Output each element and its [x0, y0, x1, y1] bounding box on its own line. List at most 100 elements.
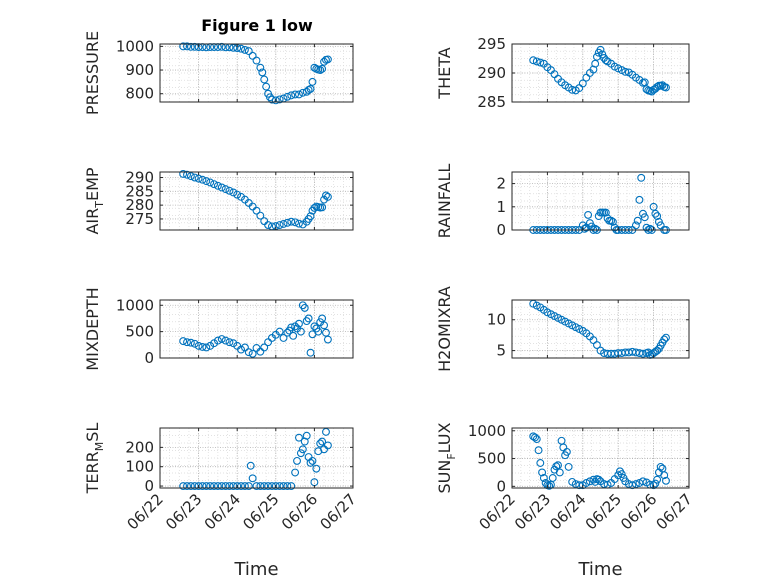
air_temp-point	[217, 183, 226, 192]
terr_msl-point	[323, 441, 332, 450]
air_temp-point	[206, 178, 215, 187]
air_temp-point	[186, 172, 195, 181]
sun_flux-point	[653, 475, 662, 484]
h2omixra-ytick-label: 5	[496, 342, 506, 360]
terr_msl-point	[264, 482, 273, 491]
pressure-point	[306, 85, 315, 93]
sun_flux-ytick-label: 500	[477, 450, 506, 468]
pressure-ylabel: PRESSURE	[83, 31, 102, 115]
terr_msl-point	[283, 482, 292, 491]
pressure-point	[320, 57, 328, 66]
rainfall-point	[607, 216, 616, 225]
rainfall-ytick-label: 1	[496, 198, 506, 216]
mixdepth-point	[287, 323, 296, 332]
terr_msl-point	[291, 468, 300, 477]
pressure-point	[260, 75, 269, 84]
air_temp-point	[229, 188, 238, 197]
air_temp-point	[179, 169, 188, 178]
mixdepth-point	[240, 343, 249, 352]
rainfall-point	[651, 209, 660, 218]
theta-point	[662, 83, 670, 92]
air_temp-point	[323, 192, 332, 201]
theta-point	[591, 59, 600, 68]
theta-ytick-label: 295	[477, 35, 506, 53]
theta-point	[536, 58, 545, 67]
terr_msl-point	[271, 482, 280, 491]
mixdepth-point	[322, 328, 330, 337]
rainfall-point	[635, 195, 644, 204]
sun_flux-ytick-label: 1000	[468, 422, 506, 440]
sun_flux-point	[662, 476, 670, 485]
h2omixra-point	[660, 335, 669, 344]
sun_flux-point	[532, 435, 541, 444]
rainfall-point	[637, 173, 646, 182]
air_temp-point	[225, 186, 234, 195]
terr_msl-point	[256, 482, 265, 491]
terr_msl-point	[217, 482, 226, 491]
mixdepth-point	[179, 337, 188, 346]
sun_flux-point	[545, 481, 554, 490]
sun_flux-point	[628, 481, 637, 490]
air_temp-ytick-label: 280	[125, 196, 154, 214]
terr_msl-point	[240, 482, 249, 491]
sun_flux-point	[660, 471, 669, 480]
air_temp-point	[279, 219, 288, 228]
theta-point	[578, 79, 587, 88]
air_temp-ytick-label: 275	[125, 210, 154, 228]
sun_flux-point	[639, 477, 647, 486]
mixdepth-point	[295, 319, 303, 328]
air_temp-point	[264, 221, 273, 229]
terr_msl-point	[210, 482, 218, 491]
terr_msl-point	[206, 482, 215, 491]
sun_flux-point	[536, 459, 545, 467]
mixdepth-point	[217, 335, 226, 343]
pressure-point	[256, 63, 265, 72]
theta-point	[621, 67, 630, 76]
terr_msl-point	[233, 482, 242, 491]
sun_flux-point	[564, 462, 573, 471]
mixdepth-series	[179, 301, 332, 358]
rainfall-ylabel: RAINFALL	[435, 164, 454, 239]
mixdepth-point	[225, 338, 234, 347]
mixdepth-point	[183, 338, 191, 347]
terr_msl-point	[318, 437, 327, 446]
rainfall-point	[580, 224, 589, 233]
mixdepth-point	[244, 348, 253, 357]
sun_flux-ylabel: SUNFLUX	[435, 422, 458, 493]
mixdepth-point	[314, 327, 323, 336]
mixdepth-point	[310, 322, 319, 331]
air_temp-point	[310, 203, 319, 212]
air_temp-point	[295, 219, 303, 228]
rainfall-axes-box	[511, 171, 690, 231]
mixdepth-point	[283, 328, 292, 337]
mixdepth-point	[275, 327, 284, 336]
pressure-ytick-label: 900	[125, 61, 154, 79]
sun_flux-ytick-label: 0	[496, 477, 506, 495]
theta-ylabel: THETA	[435, 47, 454, 99]
sun_flux-point	[531, 433, 539, 442]
mixdepth-point	[198, 342, 207, 351]
terr_msl-ytick-label: 200	[125, 438, 154, 456]
rainfall-point	[608, 217, 617, 226]
rainfall-point	[591, 224, 600, 233]
h2omixra-point	[662, 333, 670, 342]
mixdepth-point	[304, 314, 313, 323]
rainfall-point	[640, 213, 649, 222]
pressure-axes-box	[159, 43, 354, 103]
theta-point	[529, 56, 538, 65]
theta-point	[568, 85, 577, 94]
sun_flux-point	[562, 447, 571, 456]
terr_msl-point	[302, 431, 311, 440]
xaxis-label-left: Time	[233, 559, 278, 580]
pressure-point	[316, 66, 325, 74]
sun_flux-point	[589, 475, 598, 484]
terr_msl-point	[295, 433, 303, 442]
mixdepth-ytick-label: 1000	[116, 296, 154, 314]
h2omixra-axes-box	[511, 299, 690, 359]
air_temp-point	[233, 190, 242, 199]
air_temp-point	[291, 218, 300, 227]
pressure-ytick-label: 800	[125, 85, 154, 103]
sun_flux-series	[529, 432, 670, 490]
terr_msl-axes-box	[159, 427, 354, 489]
